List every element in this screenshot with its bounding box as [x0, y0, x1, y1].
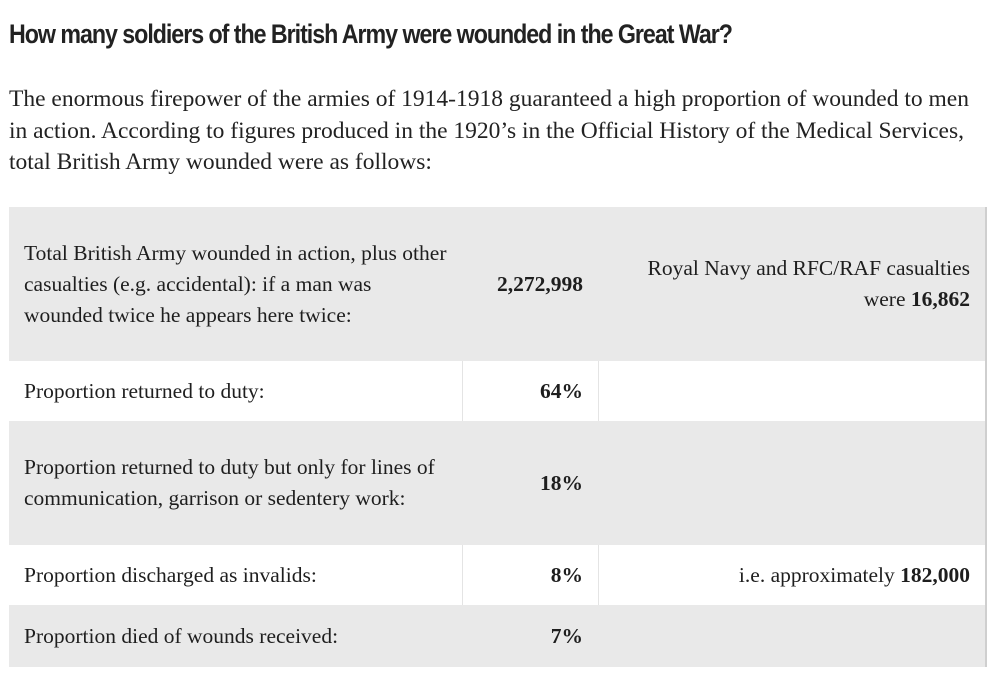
table-row: Proportion died of wounds received: 7% — [9, 605, 985, 667]
page-title: How many soldiers of the British Army we… — [9, 19, 733, 49]
row-note: i.e. approximately 182,000 — [598, 545, 985, 605]
row-label: Proportion died of wounds received: — [9, 605, 463, 667]
row-note-text: i.e. approximately — [738, 562, 901, 587]
row-value: 18% — [462, 421, 599, 545]
row-label: Proportion discharged as invalids: — [9, 545, 463, 605]
table-row: Total British Army wounded in action, pl… — [9, 207, 985, 361]
row-value: 2,272,998 — [462, 207, 599, 361]
row-note — [598, 421, 985, 545]
intro-paragraph: The enormous firepower of the armies of … — [9, 86, 969, 175]
table-row: Proportion returned to duty but only for… — [9, 421, 985, 545]
row-label: Proportion returned to duty but only for… — [9, 421, 463, 545]
row-label: Total British Army wounded in action, pl… — [9, 207, 463, 361]
row-note-figure: 182,000 — [900, 562, 970, 587]
row-note-figure: 16,862 — [910, 287, 970, 311]
table-row: Proportion returned to duty: 64% — [9, 361, 985, 421]
row-value: 8% — [462, 545, 599, 605]
table-row: Proportion discharged as invalids: 8% i.… — [9, 545, 985, 605]
row-note — [598, 605, 985, 667]
wounded-statistics-table-container: Total British Army wounded in action, pl… — [9, 207, 987, 667]
row-note: Royal Navy and RFC/RAF casualties were 1… — [598, 207, 985, 361]
row-label: Proportion returned to duty: — [9, 361, 463, 421]
row-note — [598, 361, 985, 421]
row-value: 7% — [462, 605, 599, 667]
wounded-statistics-table: Total British Army wounded in action, pl… — [9, 207, 985, 667]
row-value: 64% — [462, 361, 599, 421]
row-note-text: Royal Navy and RFC/RAF casualties were — [647, 256, 970, 311]
